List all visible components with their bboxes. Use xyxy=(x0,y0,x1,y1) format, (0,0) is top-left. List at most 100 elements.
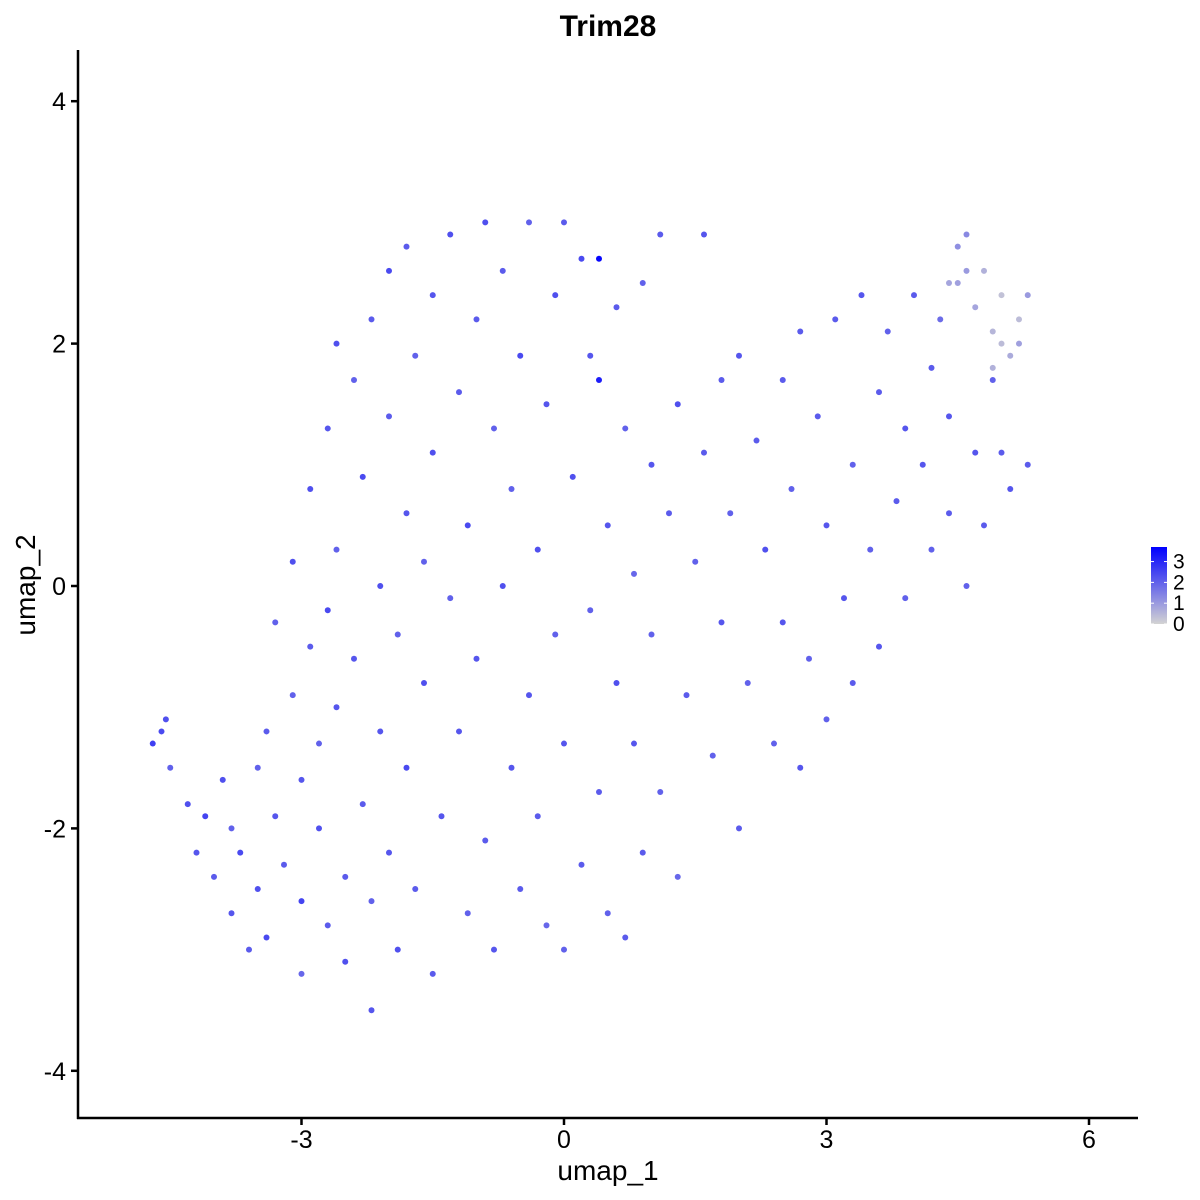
data-point xyxy=(517,352,524,359)
data-point xyxy=(849,461,856,468)
data-point xyxy=(648,461,655,468)
data-point xyxy=(946,413,952,420)
data-point xyxy=(464,910,471,917)
data-point xyxy=(823,522,830,529)
data-point xyxy=(298,970,305,977)
data-point xyxy=(814,413,821,420)
data-point xyxy=(578,255,585,262)
data-point xyxy=(158,728,165,735)
data-point xyxy=(648,631,655,638)
data-point xyxy=(561,219,567,226)
data-point xyxy=(657,789,664,796)
data-point xyxy=(289,692,296,699)
data-point xyxy=(377,583,384,589)
data-point xyxy=(359,801,366,808)
data-point xyxy=(508,764,515,771)
data-point xyxy=(561,740,567,747)
data-point xyxy=(254,764,261,771)
data-point xyxy=(692,558,699,565)
data-point xyxy=(394,631,401,638)
data-point xyxy=(1024,292,1031,299)
data-point xyxy=(998,340,1005,347)
data-point xyxy=(946,510,952,517)
data-point xyxy=(263,934,270,941)
data-point xyxy=(412,352,419,359)
data-point xyxy=(272,813,279,820)
data-point xyxy=(718,619,725,626)
data-point xyxy=(351,376,357,383)
colorbar-label: 2 xyxy=(1173,571,1185,594)
data-point xyxy=(324,425,331,432)
y-tick-label: 0 xyxy=(52,573,66,601)
data-point xyxy=(569,473,576,480)
data-point xyxy=(771,740,777,747)
data-point xyxy=(797,764,804,771)
data-point xyxy=(552,631,559,638)
data-point xyxy=(386,267,392,274)
data-point xyxy=(972,449,979,456)
data-point xyxy=(613,304,620,311)
data-point xyxy=(228,910,235,917)
data-point xyxy=(954,243,961,250)
data-point xyxy=(298,776,305,783)
data-point xyxy=(1024,461,1031,468)
data-point xyxy=(324,922,331,929)
data-point xyxy=(342,873,349,880)
data-point xyxy=(963,583,970,589)
data-point xyxy=(324,607,331,614)
data-point xyxy=(307,643,314,650)
y-tick-label: 2 xyxy=(52,331,66,359)
data-point xyxy=(368,316,375,323)
data-point xyxy=(919,461,926,468)
data-point xyxy=(482,837,489,844)
data-point xyxy=(552,292,559,299)
data-point xyxy=(981,267,987,274)
data-point xyxy=(876,389,882,396)
data-point xyxy=(928,546,935,553)
data-point xyxy=(254,886,261,892)
data-point xyxy=(403,243,410,250)
data-point xyxy=(736,352,742,359)
data-point xyxy=(263,728,270,735)
data-point xyxy=(184,801,191,808)
data-point xyxy=(893,498,900,505)
data-point xyxy=(779,376,786,383)
data-point xyxy=(867,546,874,553)
data-point xyxy=(596,376,602,383)
data-point xyxy=(998,449,1005,456)
data-point xyxy=(534,813,541,820)
data-point xyxy=(482,219,489,226)
data-point xyxy=(709,752,716,759)
data-point xyxy=(858,292,865,299)
y-ticks: -4 -2 0 2 4 xyxy=(44,88,78,1086)
data-point xyxy=(963,231,970,238)
data-point xyxy=(806,655,812,662)
data-point xyxy=(666,510,672,517)
data-point xyxy=(998,292,1005,299)
data-point xyxy=(762,546,769,553)
data-point xyxy=(421,679,427,686)
data-point xyxy=(674,873,681,880)
data-point xyxy=(622,425,629,432)
data-point xyxy=(359,473,366,480)
y-tick-label: -4 xyxy=(44,1058,66,1086)
data-point xyxy=(316,825,322,832)
data-point xyxy=(403,510,410,517)
data-point xyxy=(421,558,427,565)
data-point xyxy=(753,437,760,444)
data-point xyxy=(298,898,305,905)
x-tick-label: 0 xyxy=(557,1126,571,1154)
data-point xyxy=(954,280,961,286)
data-point xyxy=(534,546,541,553)
data-point xyxy=(202,813,209,820)
y-tick-label: 4 xyxy=(52,88,66,116)
data-point xyxy=(543,401,550,408)
data-point xyxy=(744,679,751,686)
colorbar-label: 0 xyxy=(1173,613,1185,636)
data-point xyxy=(849,679,856,686)
data-point xyxy=(718,376,725,383)
data-point xyxy=(193,849,200,856)
data-point xyxy=(429,449,436,456)
data-point xyxy=(307,486,314,493)
